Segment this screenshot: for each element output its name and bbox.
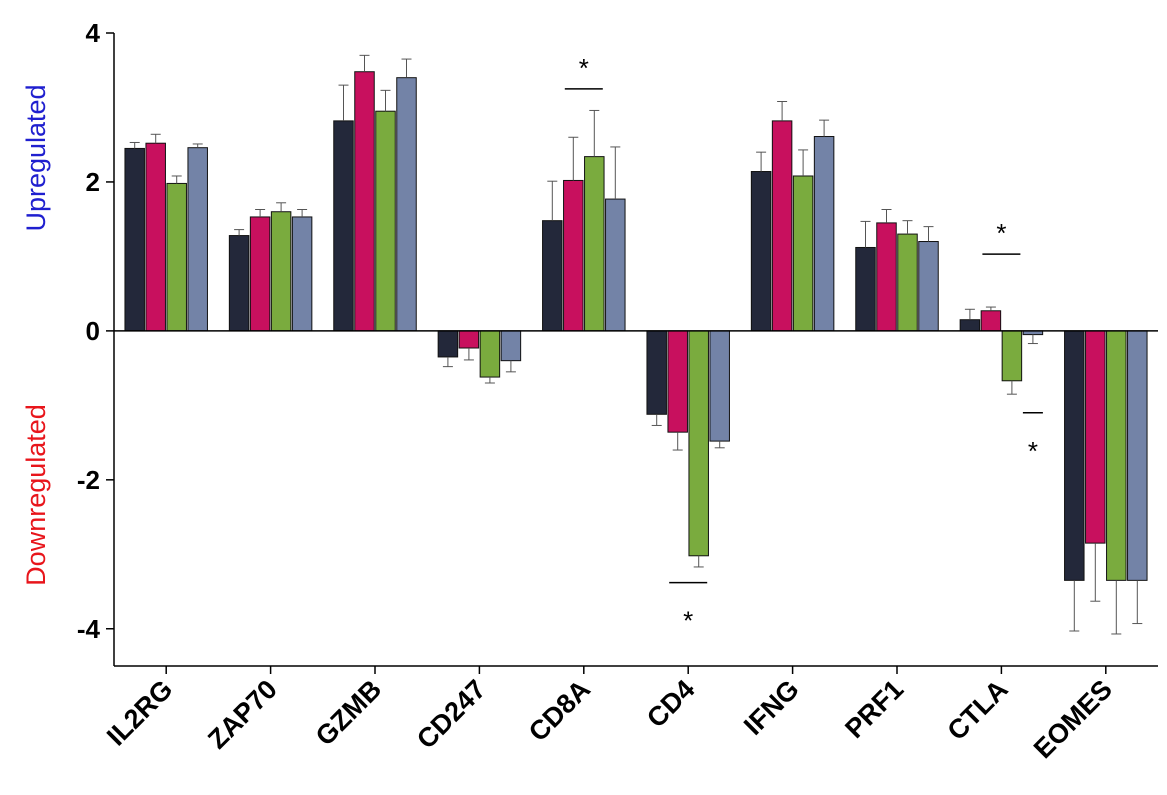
bar — [458, 330, 480, 349]
bar — [792, 175, 814, 332]
y-tick-label: -2 — [77, 465, 100, 495]
bar — [1106, 330, 1127, 581]
bar — [750, 171, 772, 332]
bar — [124, 147, 145, 332]
x-tick-label: IL2RG — [101, 674, 178, 751]
bar — [918, 241, 939, 332]
bar — [249, 216, 271, 332]
bar — [897, 233, 918, 332]
bar — [500, 330, 522, 362]
bar — [228, 235, 250, 332]
bar — [354, 71, 375, 332]
y-tick-label: 2 — [86, 167, 100, 197]
bar — [187, 147, 208, 332]
significance-star: * — [579, 53, 589, 83]
x-tick-label: CD4 — [641, 674, 700, 733]
significance-star: * — [1028, 436, 1038, 466]
bar — [855, 246, 876, 332]
bar — [1064, 330, 1085, 581]
y-tick-label: 0 — [86, 316, 100, 346]
x-tick-label: GZMB — [310, 674, 387, 751]
downregulated-label: Downregulated — [21, 404, 51, 586]
bar — [375, 110, 396, 332]
bar — [771, 120, 793, 332]
significance-star: * — [683, 606, 693, 636]
x-tick-label: CTLA — [942, 674, 1014, 746]
x-tick-label: IFNG — [738, 674, 805, 741]
x-tick-label: EOMES — [1028, 674, 1118, 764]
bar — [396, 77, 417, 332]
bar — [166, 182, 187, 332]
x-tick-label: PRF1 — [839, 674, 909, 744]
x-tick-label: CD247 — [411, 674, 492, 755]
bar — [876, 222, 897, 332]
bar — [1127, 330, 1148, 581]
bar — [813, 136, 835, 332]
bar — [145, 142, 166, 332]
bar — [542, 220, 563, 332]
y-tick-label: 4 — [86, 18, 101, 48]
bar — [646, 330, 667, 415]
bar — [1001, 330, 1023, 382]
bar — [437, 330, 459, 358]
x-tick-label: ZAP70 — [202, 674, 283, 755]
bar — [980, 310, 1002, 332]
bar — [333, 120, 354, 332]
bar — [270, 211, 292, 332]
bar — [688, 330, 709, 557]
significance-star: * — [996, 218, 1006, 248]
bar — [959, 319, 981, 332]
bar — [1085, 330, 1106, 544]
bar — [709, 330, 730, 442]
bar — [667, 330, 688, 433]
y-tick-label: -4 — [77, 614, 101, 644]
upregulated-label: Upregulated — [21, 84, 51, 231]
bar — [605, 198, 626, 332]
bar — [291, 216, 313, 332]
bar — [584, 156, 605, 332]
bar — [563, 179, 584, 332]
bar — [479, 330, 501, 378]
x-tick-label: CD8A — [523, 674, 596, 747]
